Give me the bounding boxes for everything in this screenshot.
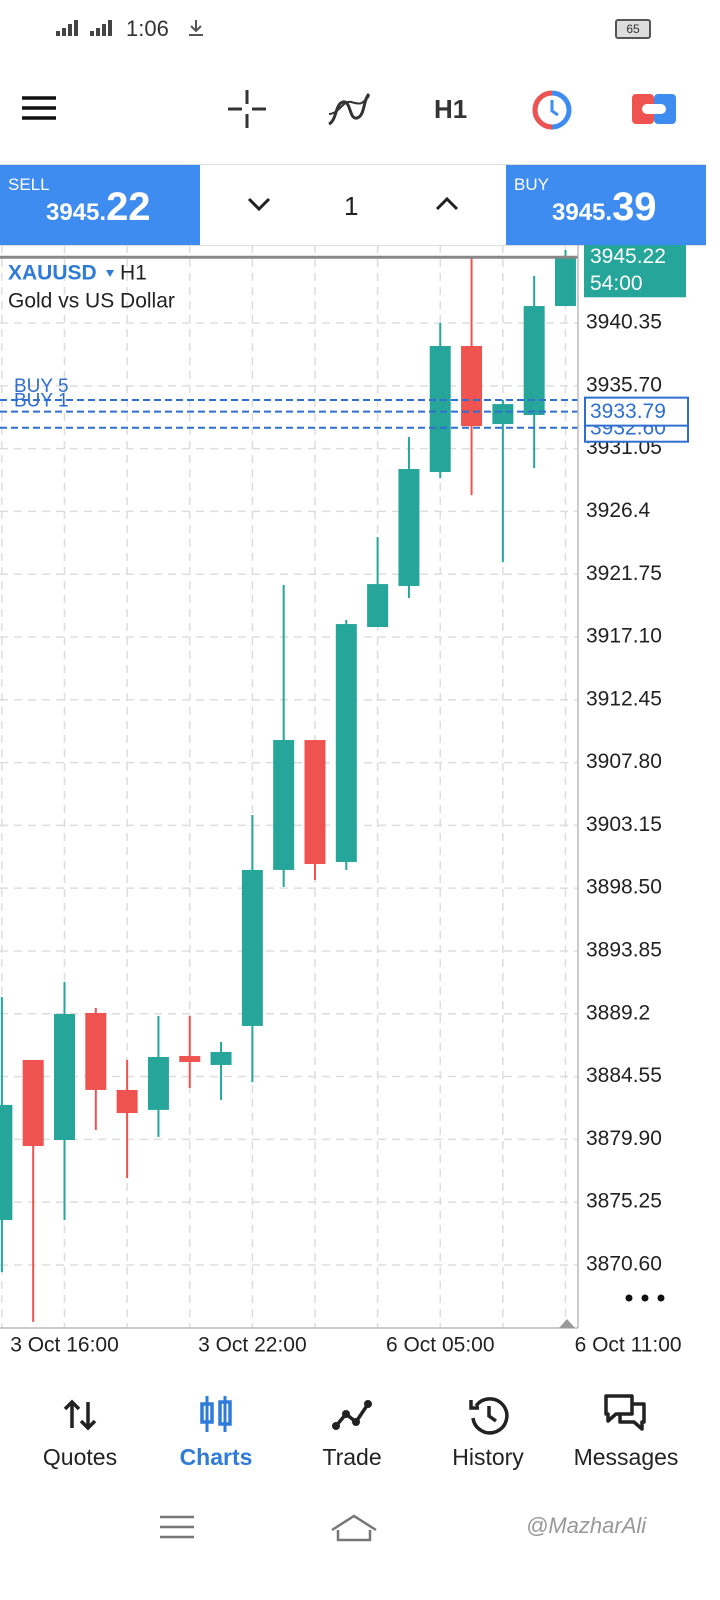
trade-button[interactable] [632,94,676,126]
y-tick-label: 3884.55 [586,1064,662,1087]
volume-down[interactable] [246,195,272,213]
axis: 3940.353935.703931.053926.43921.753917.1… [10,245,689,1357]
candle-body [367,584,389,628]
watermark: @MazharAli [526,1513,647,1538]
clock-button[interactable] [530,88,574,132]
indicators-button[interactable] [326,88,372,130]
order-label: BUY 5 [14,376,69,397]
system-nav: @MazharAli [160,1513,647,1542]
y-tick-label: 3912.45 [586,687,662,710]
recent-apps[interactable] [160,1515,194,1539]
candle-body [116,1089,138,1114]
candle-body [22,1059,44,1146]
candle-body [554,257,576,307]
volume-up[interactable] [434,195,460,213]
battery: 65 [615,19,651,39]
y-tick-label: 3898.50 [586,876,662,899]
y-tick-label: 3940.35 [586,311,662,334]
trade-icon [332,1400,372,1430]
y-tick-label: 3907.80 [586,750,662,773]
bid-timer: 54:00 [590,272,643,295]
order-label: BUY 1 [14,391,69,412]
buy-price: 3945.39 [552,185,657,230]
y-tick-label: 3893.85 [586,939,662,962]
candle-body [85,1012,107,1090]
more-button[interactable] [625,1294,665,1302]
clock: 1:06 [126,16,169,41]
bid-price: 3945.22 [590,245,666,268]
y-tick-label: 3879.90 [586,1127,662,1150]
volume[interactable]: 1 [344,191,359,221]
order-price: 3933.79 [590,400,666,423]
sell-label: SELL [8,175,50,194]
bid-label-box [584,245,686,298]
x-tick-label: 6 Oct 11:00 [575,1334,682,1357]
y-tick-label: 3926.4 [586,499,651,522]
buy-label: BUY [514,175,549,194]
symbol: XAUUSD [8,262,97,285]
charts-icon [200,1396,232,1432]
order-price-box [584,396,689,427]
signal-icons [56,20,112,36]
toolbar: H1 [0,60,720,164]
buy-price-tail: 39 [612,185,657,229]
buy-price-head: 3945. [552,199,613,226]
download-icon [189,20,203,36]
candle-body [492,404,514,425]
y-tick-label: 3917.10 [586,625,662,648]
candle-body [461,346,483,427]
candle-body [54,1014,76,1141]
candle-body [273,740,295,870]
candle-body [335,624,357,862]
sell-price: 3945.22 [46,185,151,230]
y-tick-label: 3903.15 [586,813,662,836]
chart-timeframe: H1 [120,262,147,285]
sell-button[interactable]: SELL 3945.22 [0,165,200,245]
y-tick-label: 3875.25 [586,1190,662,1213]
messages-icon [604,1394,646,1431]
y-tick-label: 3921.75 [586,562,662,585]
x-tick-label: 3 Oct 16:00 [10,1334,119,1357]
nav-label: Trade [322,1444,382,1470]
x-tick-label: 3 Oct 22:00 [198,1334,307,1357]
y-tick-label: 3935.70 [586,373,662,396]
menu-button[interactable] [20,94,60,124]
status-bar: 1:06 65 [0,0,720,60]
sell-price-head: 3945. [46,199,107,226]
candle-body [241,869,263,1026]
bottom-nav: Quotes Charts Trade History Messages [0,1360,720,1490]
buy-button[interactable]: BUY 3945.39 [506,165,706,245]
nav-label: Messages [573,1444,679,1470]
candle-body [210,1051,232,1065]
candle-body [523,306,545,416]
quotes-icon [63,1399,97,1431]
sell-price-tail: 22 [106,185,151,229]
history-icon [469,1397,509,1435]
x-tick-label: 6 Oct 05:00 [386,1334,495,1357]
crosshair-button[interactable] [226,88,268,130]
scroll-marker [559,1319,575,1328]
y-tick-label: 3889.2 [586,1001,650,1024]
symbol-dropdown[interactable] [106,270,114,277]
nav-label: Charts [179,1444,253,1470]
candle-body [304,740,326,865]
candle-body [147,1056,169,1110]
y-tick-label: 3870.60 [586,1252,662,1275]
candle-body [398,469,420,586]
timeframe-button[interactable]: H1 [434,94,468,124]
candle-body [179,1056,201,1062]
home[interactable] [331,1514,377,1542]
trade-panel: SELL 3945.22 1 BUY 3945.39 [0,164,706,246]
candle-body [429,346,451,472]
nav-label: History [452,1444,524,1470]
nav-label: Quotes [42,1444,118,1470]
symbol-description: Gold vs US Dollar [8,290,175,313]
candle-body [0,1104,13,1220]
